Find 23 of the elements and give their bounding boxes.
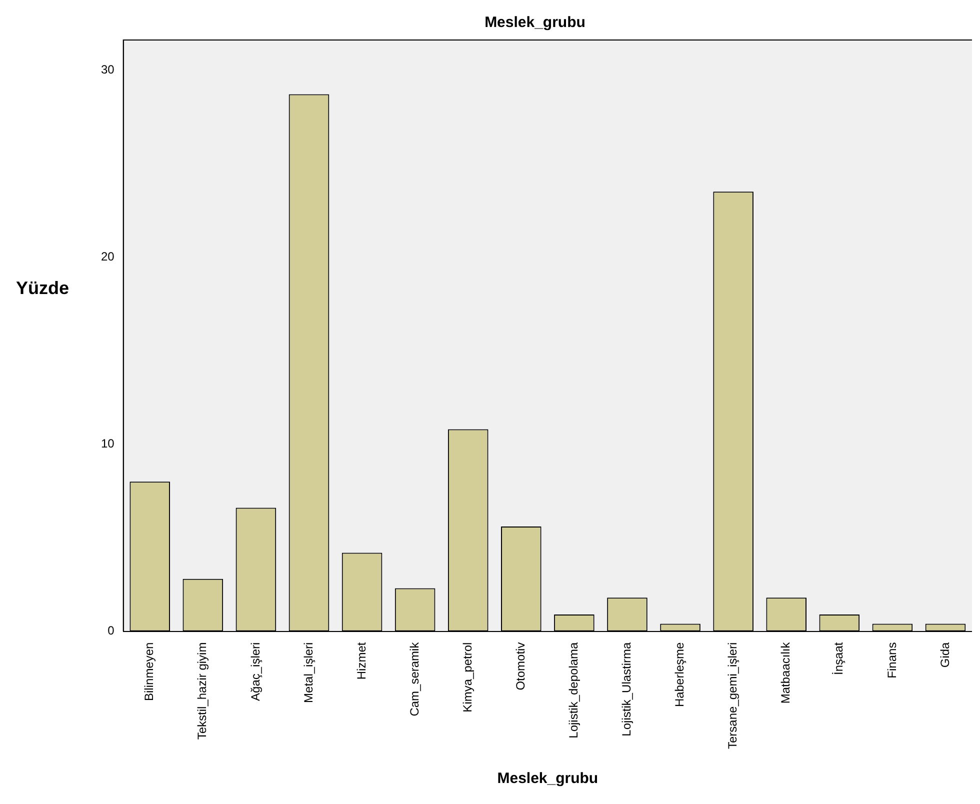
y-tick-label: 0	[108, 624, 115, 638]
x-axis-title: Meslek_grubu	[497, 770, 598, 788]
x-tick-label: Gida	[938, 642, 952, 668]
x-tick-label: Otomotiv	[513, 642, 528, 690]
x-tick-label: Tersane_gemi_işleri	[726, 642, 740, 749]
x-tick-label: Bilinmeyen	[142, 642, 156, 701]
x-tick-label: Hizmet	[354, 642, 368, 680]
y-tick-label: 10	[100, 436, 115, 450]
x-tick-label: Cam_seramik	[407, 641, 422, 716]
y-tick-label: 30	[100, 62, 115, 76]
x-tick-label: İnşaat	[832, 642, 846, 675]
x-tick-label: Lojistik_depolama	[566, 642, 581, 738]
x-tick-label: Matbaacılık	[778, 641, 793, 704]
x-tick-label: Lojistik_Ulastirma	[620, 642, 634, 736]
x-tick-label: Tekstil_hazir giyim	[195, 642, 210, 740]
chart-title: Meslek_grubu	[484, 14, 586, 32]
y-tick-label: 20	[100, 249, 115, 264]
x-tick-label: Kimya_petrol	[460, 642, 474, 712]
x-tick-label: Ağaç_işleri	[248, 642, 262, 701]
x-tick-label: Metal_işleri	[301, 642, 316, 703]
x-tick-label: Haberleşme	[672, 642, 687, 707]
y-axis-title: Yüzde	[16, 278, 70, 299]
x-tick-label: Finans	[884, 642, 899, 678]
